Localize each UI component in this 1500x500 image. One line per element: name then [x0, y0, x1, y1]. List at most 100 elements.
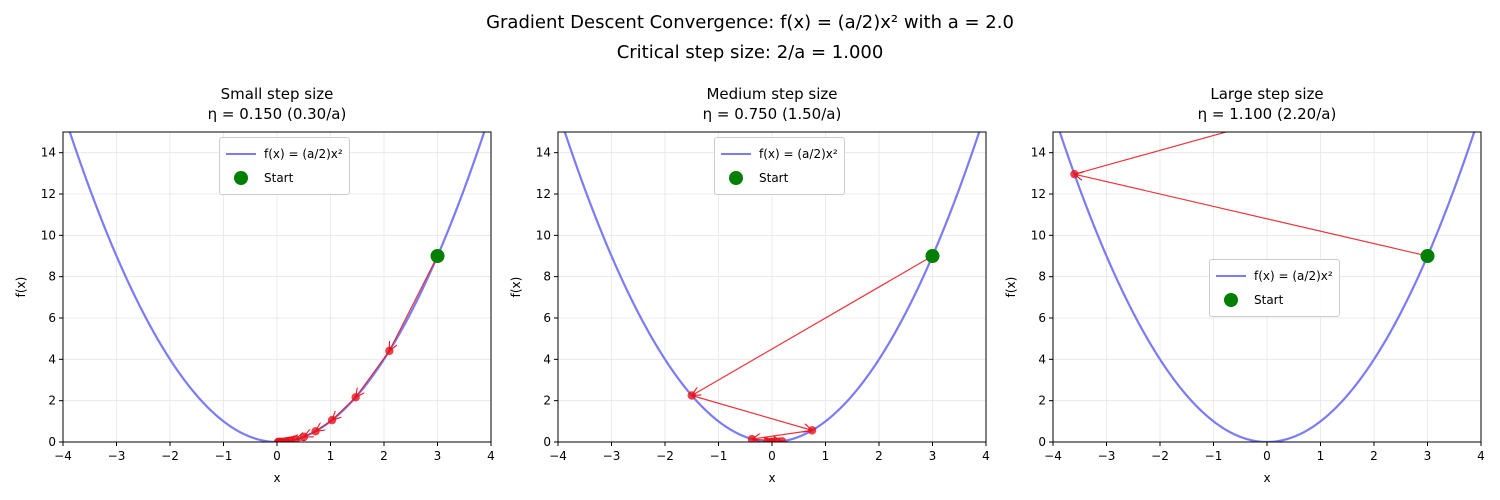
- y-tick-label: 10: [41, 228, 56, 242]
- y-tick-label: 4: [48, 352, 56, 366]
- y-axis-label: f(x): [14, 277, 28, 298]
- panel-title: Large step size η = 1.100 (2.20/a): [1053, 84, 1481, 124]
- step-arrow: [1074, 132, 1229, 175]
- y-tick-label: 10: [1031, 228, 1046, 242]
- plot-area: [1058, 132, 1476, 442]
- chart-panel-small-step: −4 −3 −2 −1 0 1 2 3 4 0 2 4 6 8 10 12 14 x f(x) Small step…: [0, 0, 500, 500]
- x-tick-label: 2: [380, 449, 388, 463]
- x-tick-label: 3: [929, 449, 937, 463]
- x-tick-label: 3: [1424, 449, 1432, 463]
- x-tick-label: −4: [549, 449, 567, 463]
- x-tick-label: 2: [1370, 449, 1378, 463]
- y-tick-label: 2: [1038, 394, 1046, 408]
- legend-dot-swatch: [224, 171, 258, 185]
- iterate-point: [777, 437, 787, 442]
- panel-title-line2: η = 0.150 (0.30/a): [207, 105, 347, 123]
- chart-legend: f(x) = (a/2)x² Start: [714, 137, 845, 195]
- panel-title-line2: η = 1.100 (2.20/a): [1197, 105, 1337, 123]
- legend-line-swatch: [224, 153, 258, 155]
- legend-item-start: Start: [1214, 288, 1333, 312]
- x-axis-label: x: [768, 471, 775, 485]
- x-tick-label: 3: [434, 449, 442, 463]
- y-tick-label: 14: [536, 146, 551, 160]
- step-arrow: [332, 396, 357, 420]
- legend-start-label: Start: [264, 171, 294, 185]
- x-tick-label: −4: [1044, 449, 1062, 463]
- y-tick-label: 6: [48, 311, 56, 325]
- figure-title-line2: Critical step size: 2/a = 1.000: [616, 42, 884, 63]
- y-tick-label: 10: [536, 228, 551, 242]
- function-curve: [1058, 132, 1476, 442]
- x-tick-label: 1: [1317, 449, 1325, 463]
- legend-item-curve: f(x) = (a/2)x²: [1214, 264, 1333, 288]
- x-tick-label: 4: [982, 449, 990, 463]
- x-tick-label: 0: [273, 449, 281, 463]
- legend-item-curve: f(x) = (a/2)x²: [719, 142, 838, 166]
- panel-title-line1: Large step size: [1210, 85, 1324, 103]
- step-arrow: [1074, 174, 1428, 257]
- y-tick-label: 6: [543, 311, 551, 325]
- legend-dot-swatch: [1214, 293, 1248, 307]
- start-point: [430, 249, 445, 263]
- x-tick-label: 1: [822, 449, 830, 463]
- x-tick-label: −3: [1098, 449, 1116, 463]
- panel-title: Small step size η = 0.150 (0.30/a): [63, 84, 491, 124]
- step-arrow: [356, 350, 390, 397]
- y-tick-label: 0: [1038, 435, 1046, 449]
- iterate-point: [299, 432, 309, 441]
- y-tick-label: 12: [1031, 187, 1046, 201]
- x-tick-label: −1: [215, 449, 233, 463]
- iterate-point: [687, 391, 696, 400]
- iterate-point: [767, 437, 776, 442]
- legend-item-curve: f(x) = (a/2)x²: [224, 142, 343, 166]
- x-tick-label: 2: [875, 449, 883, 463]
- panel-title-line1: Medium step size: [706, 85, 838, 103]
- legend-dot-swatch: [719, 171, 753, 185]
- iterate-point: [1070, 169, 1079, 179]
- chart-legend: f(x) = (a/2)x² Start: [219, 137, 350, 195]
- y-axis-label: f(x): [509, 277, 523, 298]
- y-tick-label: 4: [543, 352, 551, 366]
- y-tick-label: 0: [48, 435, 56, 449]
- y-tick-label: 2: [543, 394, 551, 408]
- legend-line-swatch: [719, 153, 753, 155]
- panel-title-line1: Small step size: [220, 85, 334, 103]
- x-tick-label: 4: [487, 449, 495, 463]
- x-tick-label: −3: [603, 449, 621, 463]
- iterate-point: [807, 426, 817, 435]
- step-arrow: [691, 394, 812, 431]
- y-tick-label: 14: [1031, 146, 1046, 160]
- x-tick-label: 0: [768, 449, 776, 463]
- iterate-point: [327, 415, 337, 425]
- panel-title: Medium step size η = 0.750 (1.50/a): [558, 84, 986, 124]
- x-axis-label: x: [1263, 471, 1270, 485]
- legend-start-label: Start: [1254, 293, 1284, 307]
- legend-curve-label: f(x) = (a/2)x²: [759, 147, 838, 161]
- chart-panel-large-step: −4 −3 −2 −1 0 1 2 3 4 0 2 4 6 8 10 12 14 x f(x) Large step…: [990, 0, 1490, 500]
- x-tick-label: −3: [108, 449, 126, 463]
- y-tick-label: 8: [48, 270, 56, 284]
- iterate-point: [311, 427, 320, 436]
- legend-start-label: Start: [759, 171, 789, 185]
- iterate-point: [747, 434, 757, 442]
- y-tick-label: 14: [41, 146, 56, 160]
- x-tick-label: 1: [327, 449, 335, 463]
- panel-title-line2: η = 0.750 (1.50/a): [702, 105, 842, 123]
- iterate-point: [385, 346, 394, 356]
- x-tick-label: −2: [1151, 449, 1169, 463]
- legend-item-start: Start: [224, 166, 343, 190]
- y-tick-label: 0: [543, 435, 551, 449]
- figure-title: Gradient Descent Convergence: f(x) = (a/…: [0, 8, 1500, 68]
- chart-panel-medium-step: −4 −3 −2 −1 0 1 2 3 4 0 2 4 6 8 10 12 14 x f(x) Medium ste…: [495, 0, 995, 500]
- plot-area: [68, 132, 486, 442]
- y-axis-label: f(x): [1004, 277, 1018, 298]
- y-tick-label: 12: [536, 187, 551, 201]
- x-tick-label: −4: [54, 449, 72, 463]
- chart-legend: f(x) = (a/2)x² Start: [1209, 259, 1340, 317]
- function-curve: [68, 132, 486, 442]
- function-curve: [563, 132, 981, 442]
- y-tick-label: 4: [1038, 352, 1046, 366]
- x-tick-label: 0: [1263, 449, 1271, 463]
